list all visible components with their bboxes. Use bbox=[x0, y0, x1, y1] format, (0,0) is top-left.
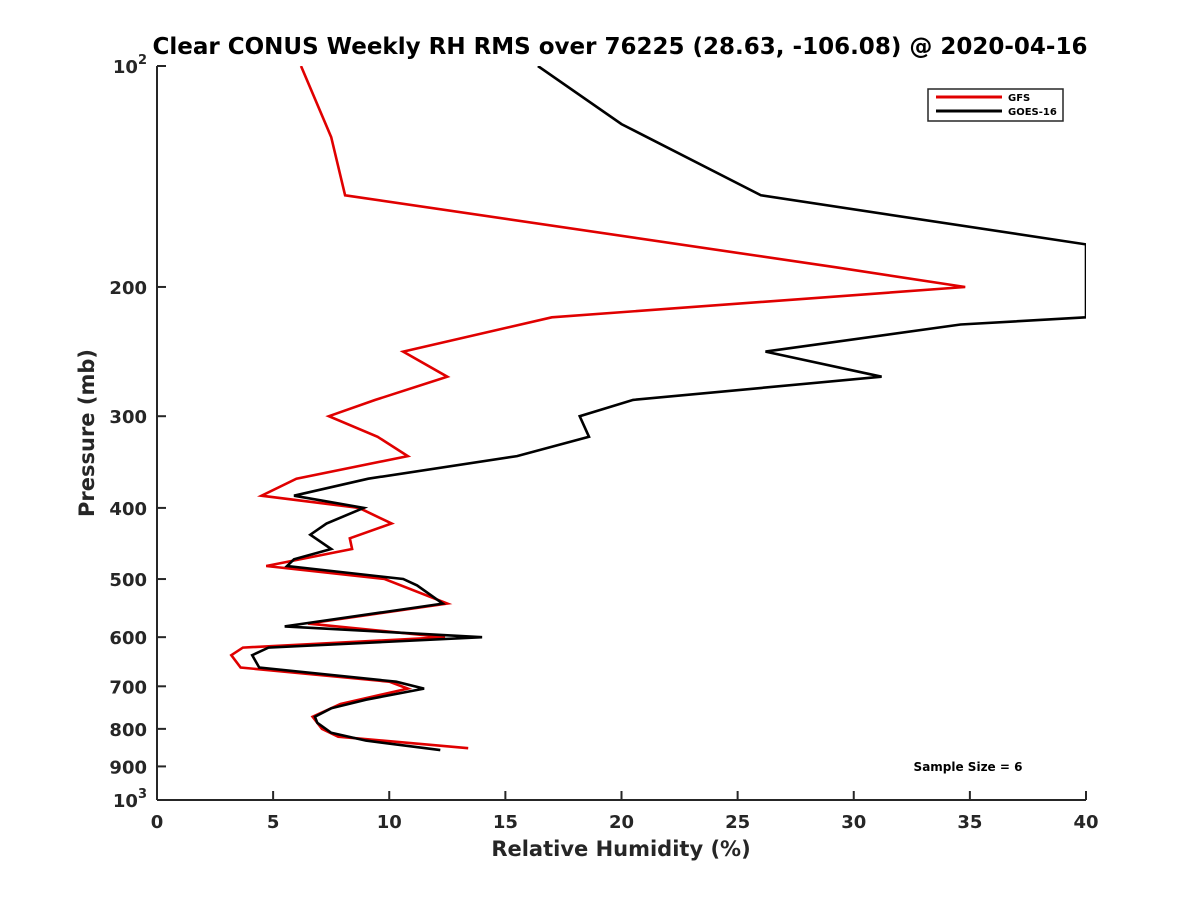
y-tick-label: 500 bbox=[109, 570, 147, 591]
x-tick-label: 15 bbox=[493, 812, 518, 833]
y-axis-ticks: 102 200 300 400 500 600 700 800 900 103 bbox=[109, 53, 166, 812]
sample-size-annotation: Sample Size = 6 bbox=[914, 760, 1023, 774]
y-tick-label: 200 bbox=[109, 278, 147, 299]
legend: GFS GOES-16 bbox=[927, 88, 1064, 122]
y-tick-label: 600 bbox=[109, 628, 147, 649]
series-line-goes-16 bbox=[250, 66, 1086, 752]
series-line-gfs bbox=[229, 66, 966, 750]
legend-gfs-label: GFS bbox=[1008, 93, 1030, 104]
x-tick-label: 25 bbox=[725, 812, 750, 833]
x-tick-label: 20 bbox=[609, 812, 634, 833]
y-tick-label: 400 bbox=[109, 499, 147, 520]
x-tick-label: 10 bbox=[377, 812, 402, 833]
y-tick-label: 102 bbox=[113, 53, 147, 78]
chart-title: Clear CONUS Weekly RH RMS over 76225 (28… bbox=[153, 34, 1088, 60]
x-axis-ticks: 0 5 10 15 20 25 30 35 40 bbox=[151, 791, 1099, 833]
y-tick-label: 800 bbox=[109, 720, 147, 741]
x-tick-label: 35 bbox=[957, 812, 982, 833]
legend-goes-label: GOES-16 bbox=[1008, 107, 1057, 118]
y-tick-label: 900 bbox=[109, 757, 147, 778]
y-tick-label: 700 bbox=[109, 677, 147, 698]
legend-box bbox=[927, 88, 1064, 122]
y-tick-label: 300 bbox=[109, 407, 147, 428]
y-axis-label: Pressure (mb) bbox=[75, 349, 99, 517]
y-tick-label: 103 bbox=[113, 787, 147, 812]
x-axis-label: Relative Humidity (%) bbox=[491, 837, 750, 861]
x-tick-label: 5 bbox=[267, 812, 280, 833]
series-layer bbox=[229, 66, 1086, 752]
x-tick-label: 30 bbox=[841, 812, 866, 833]
x-tick-label: 40 bbox=[1073, 812, 1098, 833]
x-tick-label: 0 bbox=[151, 812, 164, 833]
